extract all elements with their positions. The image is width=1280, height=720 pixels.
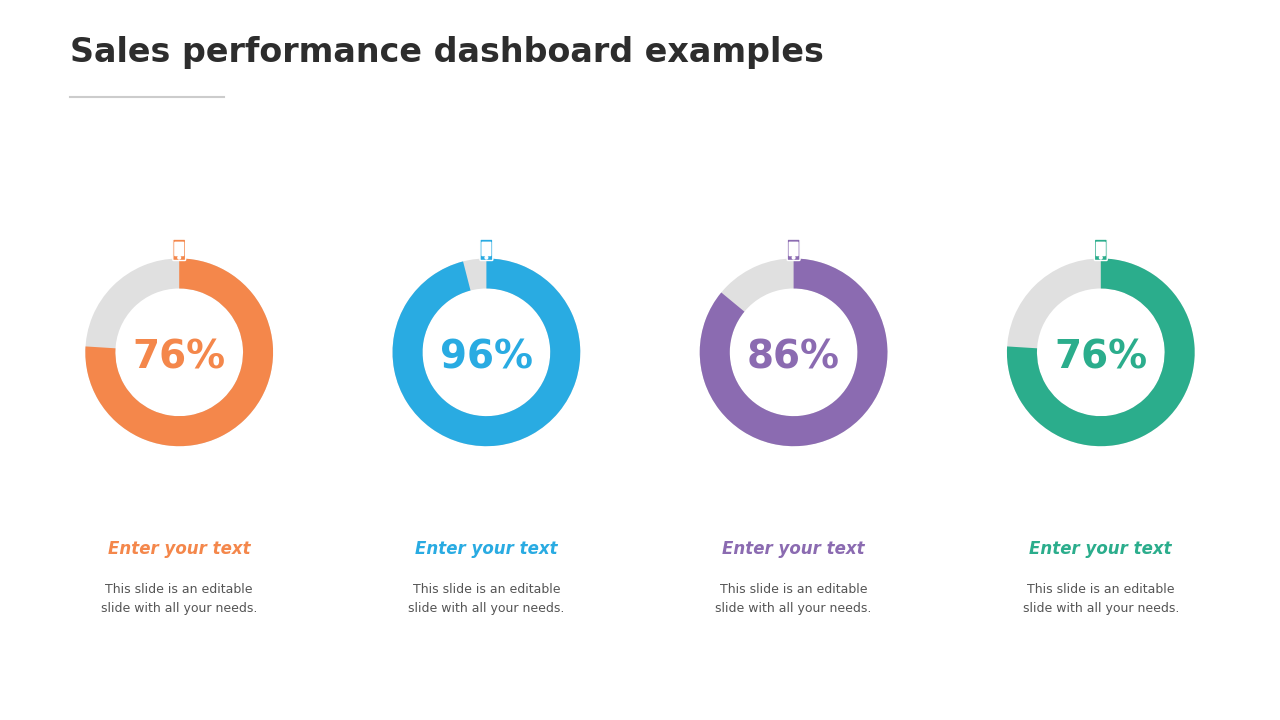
FancyBboxPatch shape	[480, 239, 493, 261]
Text: Enter your text: Enter your text	[722, 540, 865, 558]
FancyBboxPatch shape	[1094, 239, 1107, 261]
FancyBboxPatch shape	[788, 242, 799, 256]
Circle shape	[792, 256, 795, 259]
FancyBboxPatch shape	[174, 242, 184, 256]
Wedge shape	[700, 258, 887, 446]
Text: 86%: 86%	[748, 338, 840, 376]
Text: This slide is an editable
slide with all your needs.: This slide is an editable slide with all…	[716, 583, 872, 615]
Wedge shape	[700, 258, 887, 446]
Text: This slide is an editable
slide with all your needs.: This slide is an editable slide with all…	[1023, 583, 1179, 615]
Text: Enter your text: Enter your text	[415, 540, 558, 558]
Wedge shape	[86, 258, 273, 446]
FancyBboxPatch shape	[1096, 242, 1106, 256]
Text: Enter your text: Enter your text	[1029, 540, 1172, 558]
Text: This slide is an editable
slide with all your needs.: This slide is an editable slide with all…	[408, 583, 564, 615]
Wedge shape	[1007, 258, 1194, 446]
FancyBboxPatch shape	[787, 239, 800, 261]
Text: 76%: 76%	[133, 338, 225, 376]
Wedge shape	[1007, 258, 1194, 446]
Wedge shape	[86, 258, 273, 446]
Text: 96%: 96%	[440, 338, 532, 376]
Circle shape	[178, 256, 180, 259]
Circle shape	[485, 256, 488, 259]
Wedge shape	[393, 258, 580, 446]
Text: Enter your text: Enter your text	[108, 540, 251, 558]
Wedge shape	[393, 258, 580, 446]
FancyBboxPatch shape	[481, 242, 492, 256]
Text: This slide is an editable
slide with all your needs.: This slide is an editable slide with all…	[101, 583, 257, 615]
FancyBboxPatch shape	[173, 239, 186, 261]
Text: Sales performance dashboard examples: Sales performance dashboard examples	[70, 36, 824, 69]
Text: 76%: 76%	[1055, 338, 1147, 376]
Circle shape	[1100, 256, 1102, 259]
